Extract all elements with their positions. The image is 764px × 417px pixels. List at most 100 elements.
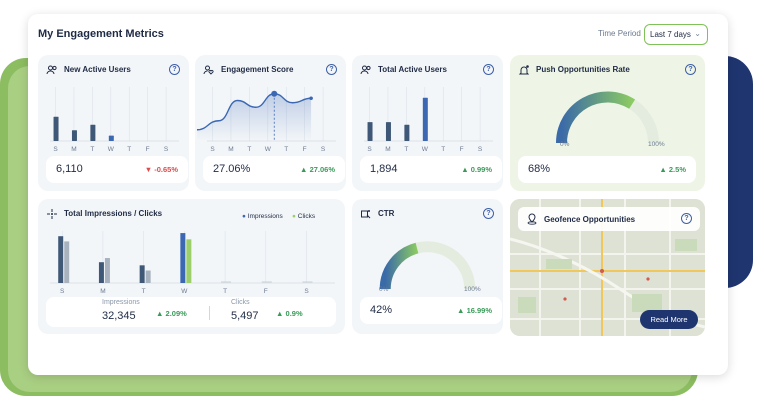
x-tick-label: M xyxy=(71,146,76,153)
x-tick-label: S xyxy=(164,146,169,153)
card-total-active-users: Total Active Users ? S M T W T F S 1,894 ▲ 0.9… xyxy=(352,55,503,191)
x-tick-label: W xyxy=(422,146,429,153)
page-title: My Engagement Metrics xyxy=(38,28,164,40)
time-period-select[interactable]: Last 7 days ⌄ xyxy=(644,24,708,45)
bar xyxy=(404,124,410,141)
help-icon[interactable]: ? xyxy=(483,208,494,219)
end-point xyxy=(309,96,313,101)
delta-value: 0.99% xyxy=(470,165,492,174)
up-arrow-icon: ▲ xyxy=(461,165,469,174)
bar xyxy=(71,130,77,141)
x-tick-label: F xyxy=(303,146,307,153)
x-tick-label: T xyxy=(142,288,146,295)
metric-box: 6,110 ▼ -0.65% xyxy=(46,156,188,183)
users-icon xyxy=(360,65,371,75)
bar xyxy=(186,239,192,283)
card-title: Engagement Score xyxy=(221,65,294,74)
metric-value: 27.06% xyxy=(213,163,251,175)
time-period-label: Time Period xyxy=(598,29,641,38)
metric-value: 68% xyxy=(528,163,551,175)
x-tick-label: S xyxy=(304,288,309,295)
gauge-fill xyxy=(556,91,636,144)
x-tick-label: F xyxy=(460,146,464,153)
engagement-panel: My Engagement Metrics Time Period Last 7… xyxy=(28,14,728,375)
help-icon[interactable]: ? xyxy=(483,64,494,75)
delta-value: 16.99% xyxy=(466,306,492,315)
impressions-delta: ▲ 2.09% xyxy=(156,309,187,318)
legend-dot-icon: ● xyxy=(292,213,296,220)
x-tick-label: W xyxy=(181,288,188,295)
bar xyxy=(422,97,428,141)
down-arrow-icon: ▼ xyxy=(144,165,153,174)
legend-label: Impressions xyxy=(247,213,283,220)
x-tick-label: S xyxy=(321,146,326,153)
read-more-button[interactable]: Read More xyxy=(640,310,698,329)
impressions-value: 32,345 xyxy=(102,310,136,322)
bar xyxy=(58,236,64,283)
card-title: Total Active Users xyxy=(378,65,447,74)
card-impressions-clicks: Total Impressions / Clicks ● Impressions… xyxy=(38,199,345,334)
metric-delta: ▲ 27.06% xyxy=(300,165,335,174)
clicks-label: Clicks xyxy=(231,299,250,306)
area-fill xyxy=(197,93,312,141)
card-ctr: CTR ? 0% 100% 42% ▲ 16.99% xyxy=(352,199,503,334)
divider xyxy=(209,306,210,320)
metric-delta: ▲ 2.5% xyxy=(659,165,686,174)
cursor-click-icon xyxy=(361,210,371,219)
help-icon[interactable]: ? xyxy=(169,64,180,75)
x-tick-label: T xyxy=(90,146,94,153)
metric-box: 42% ▲ 16.99% xyxy=(360,297,502,324)
bar xyxy=(98,262,104,283)
help-icon[interactable]: ? xyxy=(685,64,696,75)
metric-box: 68% ▲ 2.5% xyxy=(518,156,696,183)
card-title: CTR xyxy=(378,209,395,218)
up-arrow-icon: ▲ xyxy=(457,306,465,315)
metric-delta: ▲ 16.99% xyxy=(457,306,492,315)
help-icon[interactable]: ? xyxy=(326,64,337,75)
bar xyxy=(139,265,145,283)
area-line xyxy=(196,93,312,131)
card-geofence: Geofence Opportunities ? Read More xyxy=(510,199,705,336)
up-arrow-icon: ▲ xyxy=(276,309,284,318)
x-tick-label: S xyxy=(478,146,483,153)
bar xyxy=(90,124,96,141)
metric-value: 6,110 xyxy=(56,163,83,175)
metric-value: 42% xyxy=(370,304,393,316)
gauge-fill xyxy=(379,242,419,290)
x-tick-label: M xyxy=(100,288,105,295)
x-tick-label: T xyxy=(284,146,288,153)
help-icon[interactable]: ? xyxy=(681,213,692,224)
delta-value: 27.06% xyxy=(309,165,335,174)
card-push-opportunities: Push Opportunities Rate ? 0% 100% 68% ▲ … xyxy=(510,55,705,191)
x-tick-label: S xyxy=(60,288,65,295)
x-tick-label: W xyxy=(265,146,272,153)
metric-delta: ▼ -0.65% xyxy=(145,165,178,174)
sparkle-icon xyxy=(47,209,57,219)
chevron-down-icon: ⌄ xyxy=(694,29,701,38)
bar xyxy=(64,241,70,283)
gauge-max-label: 100% xyxy=(648,141,665,148)
x-tick-label: S xyxy=(53,146,58,153)
delta-value: 2.5% xyxy=(668,165,686,174)
highlight-point xyxy=(271,90,278,97)
up-arrow-icon: ▲ xyxy=(300,165,308,174)
metric-box: 1,894 ▲ 0.99% xyxy=(360,156,502,183)
metric-value: 1,894 xyxy=(370,163,398,175)
bar xyxy=(104,258,110,283)
x-tick-label: T xyxy=(247,146,251,153)
location-icon xyxy=(527,213,537,225)
bar xyxy=(367,122,373,141)
x-tick-label: M xyxy=(228,146,233,153)
x-tick-label: T xyxy=(441,146,445,153)
gauge-max-label: 100% xyxy=(464,286,481,293)
legend-label: Clicks xyxy=(297,213,316,220)
metric-delta: ▲ 0.99% xyxy=(461,165,492,174)
up-arrow-icon: ▲ xyxy=(659,165,667,174)
x-tick-label: F xyxy=(146,146,150,153)
gauge-min-label: 0% xyxy=(379,286,389,293)
users-icon xyxy=(46,65,57,75)
clicks-delta: ▲ 0.9% xyxy=(276,309,303,318)
